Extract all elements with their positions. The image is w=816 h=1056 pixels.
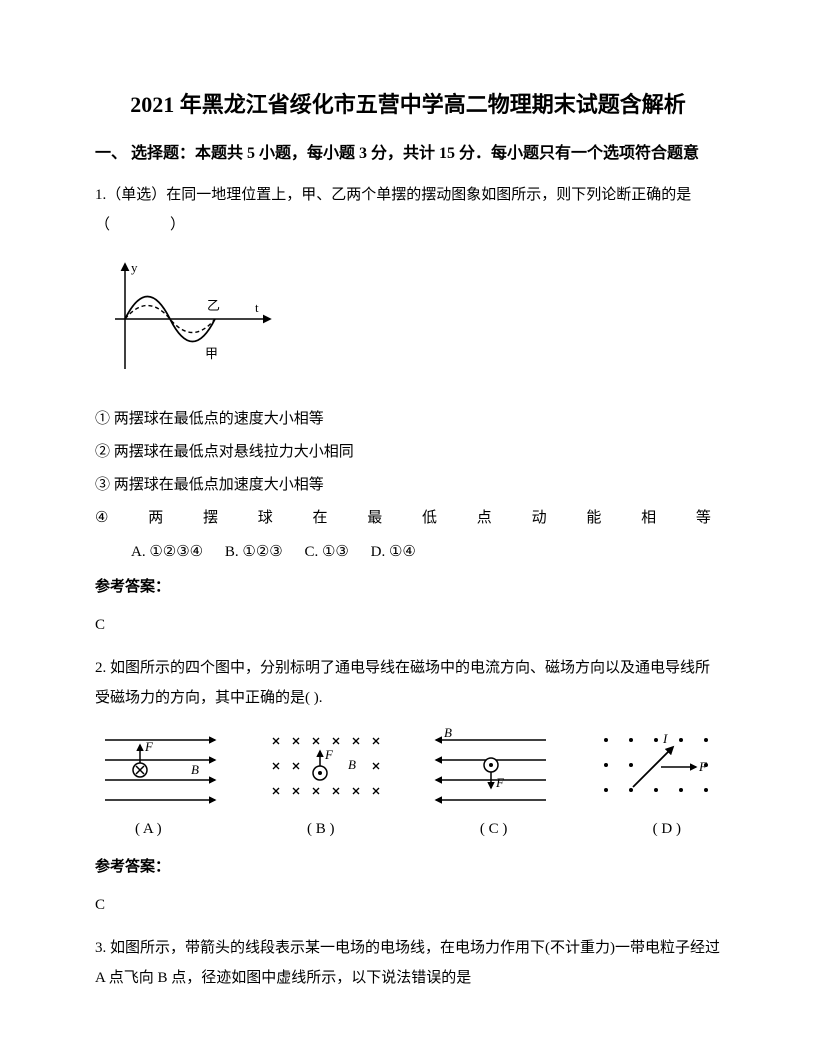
q2-label-a: ( A ) — [135, 817, 162, 841]
q3-stem: 3. 如图所示，带箭头的线段表示某一电场的电场线，在电场力作用下(不计重力)一带… — [95, 933, 721, 993]
svg-text:F: F — [698, 759, 708, 774]
q2-labels-row: ( A ) ( B ) ( C ) ( D ) — [95, 817, 721, 841]
page-title: 2021 年黑龙江省绥化市五营中学高二物理期末试题含解析 — [95, 90, 721, 121]
q1-opt1: ① 两摆球在最低点的速度大小相等 — [95, 406, 721, 433]
q2-label-c: ( C ) — [480, 817, 508, 841]
q1-choice-c: C. ①③ — [304, 544, 348, 560]
q1-choice-a: A. ①②③④ — [131, 544, 203, 560]
svg-text:B: B — [191, 762, 199, 777]
q1-figure: y t 乙 甲 — [95, 254, 721, 392]
q2-fig-a: F B — [95, 725, 225, 813]
y-axis-label: y — [131, 260, 138, 275]
q2-answer: C — [95, 893, 721, 917]
section-1-heading: 一、 选择题：本题共 5 小题，每小题 3 分，共计 15 分．每小题只有一个选… — [95, 141, 721, 167]
curve-yi-label: 乙 — [207, 298, 220, 313]
svg-text:F: F — [495, 775, 505, 790]
q1-opt4: ④ 两 摆 球 在 最 低 点 动 能 相 等 — [95, 505, 721, 532]
q2-figures-row: F B — [95, 725, 721, 813]
q1-choice-b: B. ①②③ — [225, 544, 283, 560]
q1-choices: A. ①②③④ B. ①②③ C. ①③ D. ①④ — [95, 538, 721, 567]
svg-text:B: B — [444, 725, 452, 740]
q2-stem: 2. 如图所示的四个图中，分别标明了通电导线在磁场中的电流方向、磁场方向以及通电… — [95, 653, 721, 713]
q2-label-b: ( B ) — [307, 817, 335, 841]
q2-fig-c: B F — [426, 725, 556, 813]
q1-opt2: ② 两摆球在最低点对悬线拉力大小相同 — [95, 439, 721, 466]
q1-answer-label: 参考答案： — [95, 575, 721, 599]
q2-label-d: ( D ) — [653, 817, 681, 841]
q2-fig-b: F B — [260, 725, 390, 813]
q1-answer: C — [95, 613, 721, 637]
curve-jia-label: 甲 — [205, 346, 218, 361]
svg-text:F: F — [144, 739, 154, 754]
q1-opt3: ③ 两摆球在最低点加速度大小相等 — [95, 472, 721, 499]
t-axis-label: t — [255, 300, 259, 315]
svg-text:I: I — [662, 731, 668, 746]
q2-answer-label: 参考答案： — [95, 855, 721, 879]
svg-text:B: B — [348, 757, 356, 772]
q2-fig-d: I F — [591, 725, 721, 813]
q1-choice-d: D. ①④ — [371, 544, 416, 560]
svg-text:F: F — [324, 747, 334, 762]
q1-stem: 1.（单选）在同一地理位置上，甲、乙两个单摆的摆动图象如图所示，则下列论断正确的… — [95, 180, 721, 240]
